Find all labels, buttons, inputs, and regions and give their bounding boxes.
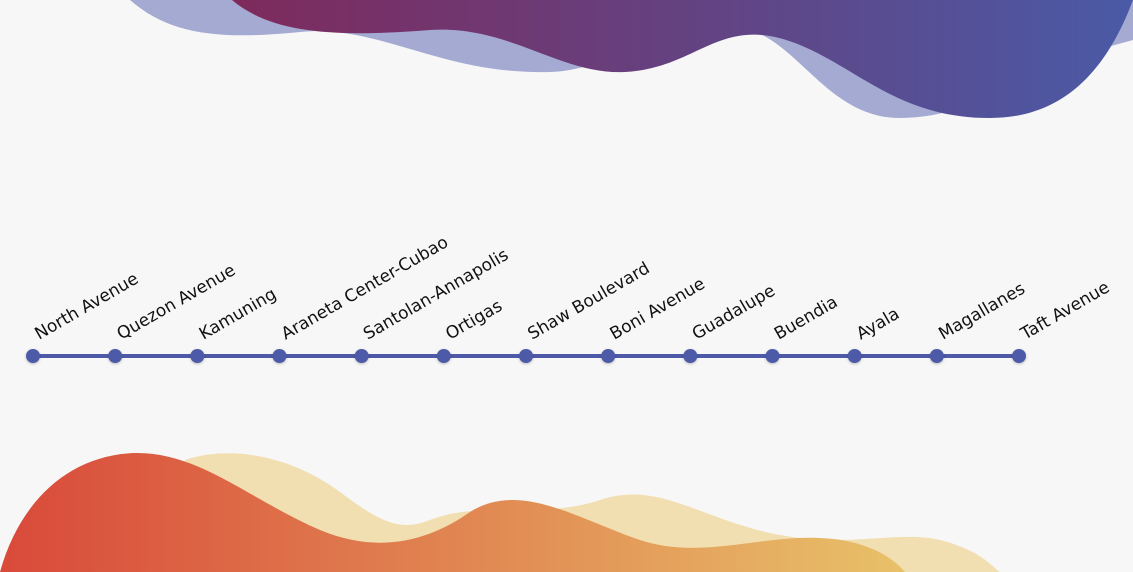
- station-dot: [847, 349, 862, 363]
- station-dot: [929, 349, 944, 363]
- station-label: Ortigas: [442, 296, 506, 344]
- station: Ortigas: [436, 296, 506, 363]
- station-dot: [190, 349, 205, 363]
- station-dot: [519, 349, 533, 363]
- station-label: Taft Avenue: [1017, 278, 1114, 345]
- bottom-front-wave: [0, 452, 905, 572]
- top-front-wave: [232, 0, 1133, 118]
- station-dot: [601, 349, 616, 363]
- station-label: Santolan-Annapolis: [360, 245, 512, 344]
- station: Taft Avenue: [1012, 278, 1113, 363]
- station: Magallanes: [929, 279, 1029, 363]
- station-dot: [26, 349, 40, 363]
- station: Buendia: [765, 292, 841, 363]
- station-label: Buendia: [771, 292, 841, 344]
- station: North Avenue: [26, 269, 142, 363]
- station-dot: [436, 349, 451, 363]
- station-label: Magallanes: [935, 279, 1028, 345]
- station-dot: [683, 349, 698, 363]
- station-dot: [272, 349, 287, 363]
- station-dot: [765, 349, 780, 363]
- station-dot: [108, 349, 123, 363]
- station-label: Ayala: [853, 304, 903, 344]
- station-dot: [1012, 349, 1026, 363]
- station-dot: [354, 349, 369, 363]
